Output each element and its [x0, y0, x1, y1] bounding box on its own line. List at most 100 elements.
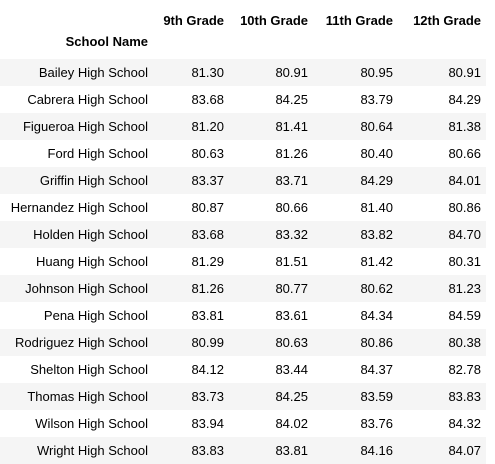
- score-cell: 83.81: [275, 443, 308, 458]
- score-cell: 82.78: [448, 362, 481, 377]
- index-row-blank-cell: [229, 32, 313, 59]
- score-cell: 84.12: [191, 362, 224, 377]
- school-name-cell: Bailey High School: [38, 65, 148, 80]
- school-name-cell: Holden High School: [33, 227, 148, 242]
- score-cell: 80.77: [275, 281, 308, 296]
- score-cell: 83.37: [191, 173, 224, 188]
- score-cell: 80.64: [360, 119, 393, 134]
- score-cell: 84.59: [448, 308, 481, 323]
- score-cell: 80.95: [360, 65, 393, 80]
- table-row: Shelton High School 84.12 83.44 84.37 82.78: [0, 356, 486, 383]
- table-row: Ford High School 80.63 81.26 80.40 80.66: [0, 140, 486, 167]
- score-cell: 81.41: [275, 119, 308, 134]
- score-cell: 83.83: [448, 389, 481, 404]
- school-name-cell: Huang High School: [35, 254, 148, 269]
- score-cell: 81.51: [275, 254, 308, 269]
- corner-blank-cell: [0, 0, 153, 32]
- table-row: Figueroa High School 81.20 81.41 80.64 81.38: [0, 113, 486, 140]
- table-row: Rodriguez High School 80.99 80.63 80.86 80.3…: [0, 329, 486, 356]
- school-name-cell: Wilson High School: [35, 416, 148, 431]
- school-name-cell: Wright High School: [36, 443, 148, 458]
- score-cell: 84.25: [275, 92, 308, 107]
- score-cell: 80.62: [360, 281, 393, 296]
- score-cell: 83.32: [275, 227, 308, 242]
- index-row-blank-cell: [153, 32, 229, 59]
- score-cell: 80.66: [448, 146, 481, 161]
- score-cell: 84.25: [275, 389, 308, 404]
- column-header-12th-grade: 12th Grade: [413, 13, 481, 28]
- score-cell: 80.91: [275, 65, 308, 80]
- school-name-cell: Cabrera High School: [27, 92, 148, 107]
- table-row: Pena High School 83.81 83.61 84.34 84.59: [0, 302, 486, 329]
- school-name-cell: Hernandez High School: [10, 200, 148, 215]
- index-name-header: School Name: [65, 34, 148, 49]
- score-cell: 83.68: [191, 92, 224, 107]
- index-row-blank-cell: [398, 32, 486, 59]
- school-name-cell: Pena High School: [43, 308, 148, 323]
- table-row: Holden High School 83.68 83.32 83.82 84.70: [0, 221, 486, 248]
- score-cell: 84.29: [360, 173, 393, 188]
- score-cell: 80.38: [448, 335, 481, 350]
- score-cell: 81.26: [191, 281, 224, 296]
- table-row: Wilson High School 83.94 84.02 83.76 84.32: [0, 410, 486, 437]
- score-cell: 80.86: [448, 200, 481, 215]
- score-cell: 81.20: [191, 119, 224, 134]
- school-name-cell: Thomas High School: [27, 389, 148, 404]
- table-row: Griffin High School 83.37 83.71 84.29 84.01: [0, 167, 486, 194]
- score-cell: 80.63: [275, 335, 308, 350]
- table-row: Hernandez High School 80.87 80.66 81.40 80.8…: [0, 194, 486, 221]
- table-header: 9th Grade 10th Grade 11th Grade 12th Gra…: [0, 0, 486, 59]
- score-cell: 83.79: [360, 92, 393, 107]
- school-name-cell: Shelton High School: [30, 362, 148, 377]
- score-cell: 84.29: [448, 92, 481, 107]
- score-cell: 80.63: [191, 146, 224, 161]
- score-cell: 83.59: [360, 389, 393, 404]
- score-cell: 84.01: [448, 173, 481, 188]
- score-cell: 83.83: [191, 443, 224, 458]
- score-cell: 80.87: [191, 200, 224, 215]
- table-row: Johnson High School 81.26 80.77 80.62 81.23: [0, 275, 486, 302]
- score-cell: 83.82: [360, 227, 393, 242]
- score-cell: 84.32: [448, 416, 481, 431]
- score-cell: 83.44: [275, 362, 308, 377]
- table-row: Thomas High School 83.73 84.25 83.59 83.83: [0, 383, 486, 410]
- score-cell: 81.30: [191, 65, 224, 80]
- score-cell: 84.34: [360, 308, 393, 323]
- table-body: Bailey High School 81.30 80.91 80.95 80.91 Ca…: [0, 59, 486, 464]
- column-header-row: 9th Grade 10th Grade 11th Grade 12th Gra…: [0, 0, 486, 32]
- score-cell: 81.23: [448, 281, 481, 296]
- score-cell: 84.37: [360, 362, 393, 377]
- score-cell: 83.73: [191, 389, 224, 404]
- score-cell: 84.02: [275, 416, 308, 431]
- score-cell: 83.81: [191, 308, 224, 323]
- score-cell: 80.31: [448, 254, 481, 269]
- index-row-blank-cell: [313, 32, 398, 59]
- score-cell: 84.16: [360, 443, 393, 458]
- score-cell: 80.40: [360, 146, 393, 161]
- score-cell: 81.38: [448, 119, 481, 134]
- index-name-row: School Name: [0, 32, 486, 59]
- score-cell: 84.70: [448, 227, 481, 242]
- score-cell: 83.94: [191, 416, 224, 431]
- score-cell: 84.07: [448, 443, 481, 458]
- score-cell: 81.26: [275, 146, 308, 161]
- score-cell: 83.71: [275, 173, 308, 188]
- school-name-cell: Figueroa High School: [22, 119, 148, 134]
- score-cell: 83.61: [275, 308, 308, 323]
- school-name-cell: Griffin High School: [39, 173, 148, 188]
- score-cell: 80.91: [448, 65, 481, 80]
- score-cell: 81.42: [360, 254, 393, 269]
- score-cell: 83.76: [360, 416, 393, 431]
- score-cell: 81.40: [360, 200, 393, 215]
- table-row: Huang High School 81.29 81.51 81.42 80.31: [0, 248, 486, 275]
- school-name-cell: Rodriguez High School: [15, 335, 148, 350]
- column-header-9th-grade: 9th Grade: [163, 13, 224, 28]
- score-cell: 80.99: [191, 335, 224, 350]
- score-cell: 80.66: [275, 200, 308, 215]
- table-row: Bailey High School 81.30 80.91 80.95 80.91: [0, 59, 486, 86]
- table-row: Wright High School 83.83 83.81 84.16 84.07: [0, 437, 486, 464]
- score-cell: 81.29: [191, 254, 224, 269]
- school-name-cell: Ford High School: [47, 146, 148, 161]
- school-name-cell: Johnson High School: [25, 281, 148, 296]
